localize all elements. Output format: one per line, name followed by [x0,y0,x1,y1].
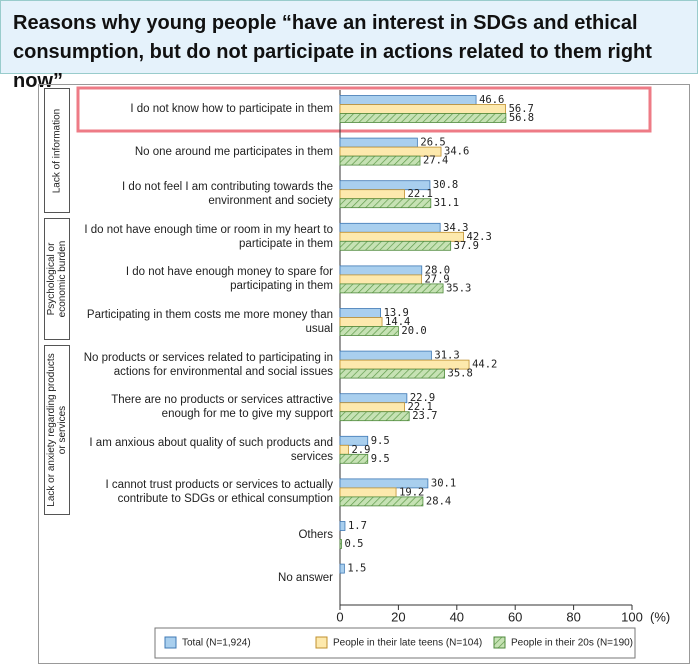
category-label: No answer [278,571,333,584]
value-label: 27.9 [424,273,449,285]
bar [339,283,444,294]
bar [339,411,410,422]
bar [339,402,405,413]
value-label: 35.3 [446,282,471,294]
bar [339,198,432,209]
value-label: 14.4 [385,316,410,328]
value-label: 28.4 [426,495,451,507]
category-label: I am anxious about quality of such produ… [89,436,333,463]
bar [339,222,441,233]
bar [339,317,383,327]
value-label: 19.2 [399,486,424,498]
value-label: 22.1 [408,401,433,413]
category-label: I do not have enough money to spare for … [125,266,333,293]
legend-swatch [164,636,177,649]
bar [339,368,445,379]
category-label: I do not know how to participate in them [130,103,333,115]
bar [339,453,369,464]
value-label: 9.5 [371,453,390,465]
bar [339,350,432,361]
legend-label: People in their late teens (N=104) [333,638,482,649]
legend-label: Total (N=1,924) [182,638,251,649]
value-label: 35.8 [448,368,473,380]
value-label: 30.1 [431,477,456,489]
value-label: 30.8 [433,179,458,191]
x-unit: (%) [650,609,670,624]
x-tick-label: 20 [391,609,405,624]
category-label: I cannot trust products or services to a… [105,479,333,506]
value-label: 1.5 [347,563,366,575]
bar [339,326,399,336]
bar [339,521,346,531]
bar [339,496,424,507]
category-label: Others [298,529,333,541]
value-label: 31.1 [434,197,459,209]
value-label: 22.9 [410,392,435,404]
bar [339,308,381,318]
bar [339,265,423,276]
legend-box [154,627,636,659]
group-label-box: Lack or anxiety regarding products or se… [44,345,70,515]
value-label: 34.3 [443,222,468,234]
x-tick-label: 60 [508,609,522,624]
group-label-box: Psychological or economic burden [44,218,70,340]
bar [339,487,397,498]
legend-swatch [315,636,328,649]
legend-label: People in their 20s (N=190) [511,638,633,649]
value-label: 44.2 [472,359,497,371]
category-label: Participating in them costs me more mone… [86,309,333,335]
title: Reasons why young people “have an intere… [0,0,698,92]
bar [339,393,408,404]
value-label: 22.1 [408,188,433,200]
value-label: 56.7 [509,103,534,115]
x-tick-label: 0 [336,609,343,624]
chart-frame [38,84,690,664]
bar [339,563,345,574]
legend-swatch [493,636,506,649]
value-label: 46.6 [479,94,504,106]
bar [339,137,418,148]
bar [339,189,405,200]
value-label: 20.0 [401,325,426,337]
bar [339,113,507,123]
bar [339,435,369,446]
x-tick-label: 40 [450,609,464,624]
value-label: 23.7 [412,410,437,422]
highlight-box [76,86,652,133]
category-label: No one around me participates in them [134,145,333,158]
bar [339,104,506,114]
bar [339,231,464,242]
bar [339,95,477,105]
bar [339,274,422,285]
value-label: 13.9 [384,307,409,319]
x-tick-label: 100 [621,609,643,624]
category-label: There are no products or services attrac… [111,394,333,421]
value-label: 56.8 [509,112,534,124]
category-label: I do not feel I am contributing towards … [122,181,333,208]
value-label: 31.3 [434,350,459,362]
bar [339,539,342,549]
value-label: 0.5 [344,538,363,550]
bar [339,155,421,166]
value-label: 27.4 [423,155,448,167]
x-tick-label: 80 [566,609,580,624]
value-label: 1.7 [348,520,367,532]
value-label: 9.5 [371,435,390,447]
value-label: 37.9 [454,240,479,252]
group-label-box: Lack of information [44,88,70,213]
category-label: I do not have enough time or room in my … [84,223,333,250]
value-label: 26.5 [420,137,445,149]
value-label: 2.9 [351,444,370,456]
value-label: 28.0 [425,264,450,276]
bar [339,240,452,251]
value-label: 42.3 [467,231,492,243]
bar [339,444,349,455]
value-label: 34.6 [444,146,469,158]
category-label: No products or services related to parti… [83,351,333,378]
